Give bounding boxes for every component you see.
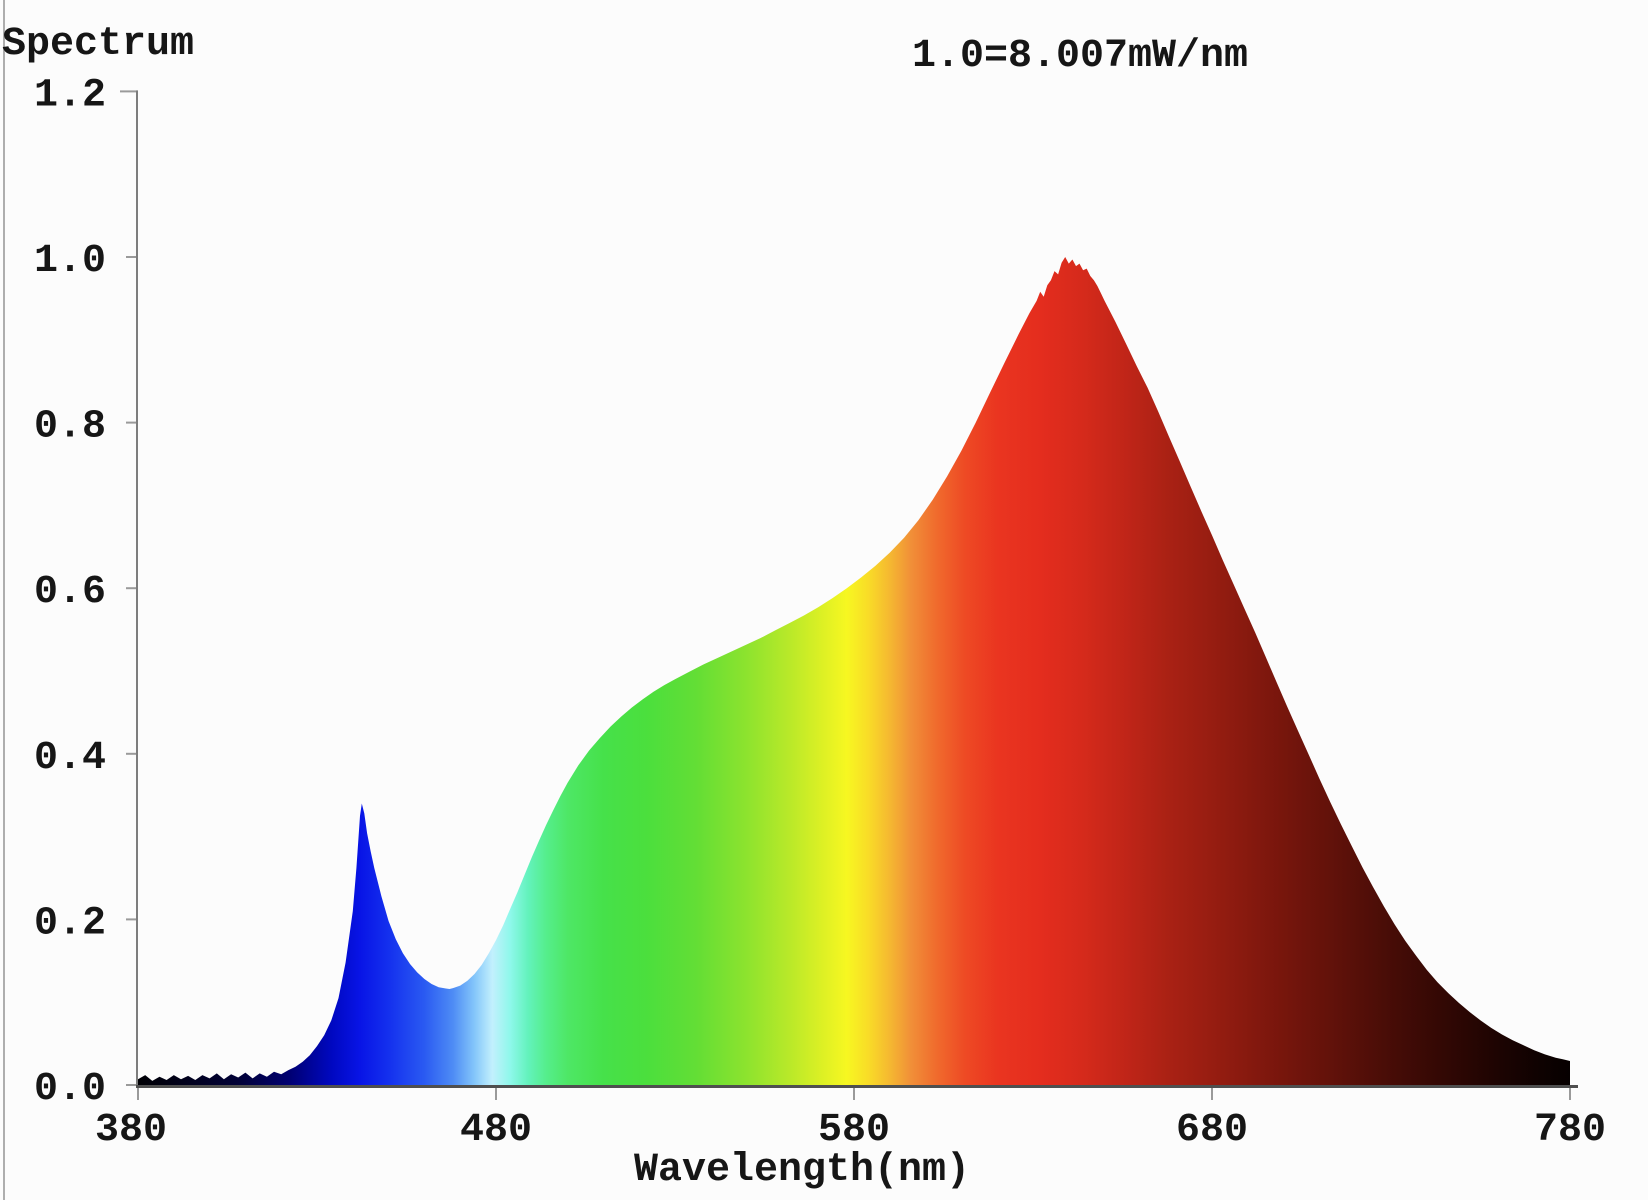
x-tick-label: 780 xyxy=(1534,1108,1606,1153)
y-tick-label: 0.6 xyxy=(34,570,106,615)
y-tick-label: 1.0 xyxy=(34,239,106,284)
x-tick-label: 680 xyxy=(1176,1108,1248,1153)
y-tick-label: 0.8 xyxy=(34,405,106,450)
window-edge-line xyxy=(3,0,5,1200)
x-tick-label: 580 xyxy=(818,1108,890,1153)
x-tick-label: 380 xyxy=(95,1108,167,1153)
x-axis-title: Wavelength(nm) xyxy=(634,1148,970,1193)
y-tick-label: 0.0 xyxy=(34,1067,106,1112)
y-tick-label: 1.2 xyxy=(34,73,106,118)
spectrum-area xyxy=(138,257,1570,1085)
y-tick-label: 0.2 xyxy=(34,901,106,946)
chart-title: Spectrum xyxy=(2,22,195,67)
scale-factor-label: 1.0=8.007mW/nm xyxy=(911,34,1249,79)
x-tick-label: 480 xyxy=(460,1108,532,1153)
y-tick-label: 0.4 xyxy=(34,736,106,781)
